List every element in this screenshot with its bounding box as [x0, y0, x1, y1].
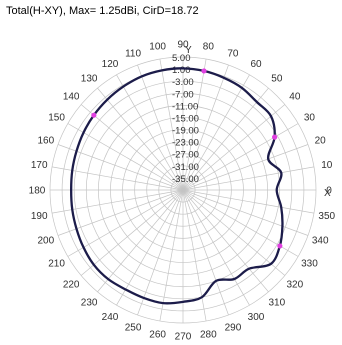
- radial-tick-label: -23.00: [172, 138, 199, 149]
- angle-label: 190: [31, 211, 48, 222]
- angle-label: 350: [318, 211, 335, 222]
- angle-label: 260: [149, 329, 166, 340]
- grid-spoke: [57, 189, 184, 236]
- grid-spoke: [57, 144, 184, 191]
- angle-label: 320: [286, 279, 303, 290]
- angle-label: 10: [321, 160, 333, 171]
- radial-tick-label: -15.00: [172, 113, 199, 124]
- grid-spoke: [80, 189, 184, 276]
- angle-label: 50: [271, 74, 283, 85]
- angle-label: 80: [203, 42, 215, 53]
- grid-spoke: [182, 189, 207, 322]
- angle-label: 160: [37, 136, 54, 147]
- angle-label: 280: [200, 329, 217, 340]
- angle-label: 30: [304, 113, 316, 124]
- angle-label: 230: [81, 297, 98, 308]
- angle-label: 140: [63, 92, 80, 103]
- angle-label: 90: [177, 40, 189, 51]
- angle-label: 0: [326, 186, 332, 197]
- angle-label: 220: [63, 279, 80, 290]
- radial-tick-label: 5.00: [172, 53, 191, 64]
- grid-spoke: [182, 189, 309, 236]
- grid-spoke: [137, 64, 184, 191]
- angle-label: 150: [48, 113, 65, 124]
- chart-title: Total(H-XY), Max= 1.25dBi, CirD=18.72: [6, 5, 199, 17]
- grid-spoke: [182, 189, 250, 306]
- angle-label: 200: [37, 235, 54, 246]
- trace-markers: [91, 68, 283, 249]
- radial-tick-label: -19.00: [172, 126, 199, 137]
- angle-label: 120: [102, 59, 119, 70]
- angle-label: 210: [48, 259, 65, 270]
- grid-spoke: [182, 189, 229, 316]
- angle-label: 290: [225, 323, 242, 334]
- angle-label: 310: [269, 297, 286, 308]
- grid-spoke: [182, 189, 315, 214]
- angle-label: 70: [227, 48, 239, 59]
- angle-label: 300: [248, 312, 265, 323]
- angle-label: 330: [301, 259, 318, 270]
- trace-marker: [91, 112, 97, 118]
- grid-spoke: [67, 189, 184, 257]
- grid-spoke: [182, 144, 309, 191]
- grid-spoke: [97, 189, 184, 293]
- trace-marker: [277, 243, 283, 249]
- angle-label: 130: [81, 74, 98, 85]
- polar-grid: [49, 56, 317, 324]
- trace-marker: [272, 134, 278, 140]
- angle-label: 170: [31, 160, 48, 171]
- angle-label: 180: [29, 186, 46, 197]
- grid-spoke: [182, 189, 286, 276]
- grid-spoke: [97, 87, 184, 191]
- trace-marker: [201, 68, 207, 74]
- radial-tick-label: -11.00: [172, 101, 198, 112]
- angle-label: 20: [315, 136, 327, 147]
- angle-label: 240: [102, 312, 119, 323]
- radial-tick-label: -3.00: [172, 77, 194, 88]
- grid-spoke: [159, 58, 184, 191]
- gain-trace: [70, 67, 284, 305]
- grid-spoke: [137, 189, 184, 316]
- angle-label: 100: [149, 42, 166, 53]
- grid-spoke: [51, 189, 184, 214]
- grid-spoke: [182, 166, 315, 191]
- angle-label: 250: [125, 323, 142, 334]
- x-axis-label: X: [324, 188, 331, 199]
- radial-tick-label: -7.00: [172, 89, 194, 100]
- grid-spoke: [182, 189, 269, 293]
- grid-spoke: [182, 58, 207, 191]
- grid-spoke: [116, 189, 184, 306]
- grid-spoke: [159, 189, 184, 322]
- angle-label: 110: [125, 48, 141, 59]
- radial-tick-label: -27.00: [172, 150, 199, 161]
- grid-spoke: [182, 123, 299, 191]
- grid-spoke: [182, 87, 269, 191]
- grid-spoke: [182, 64, 229, 191]
- radial-tick-label: -35.00: [172, 174, 199, 185]
- angle-label: 60: [250, 59, 262, 70]
- grid-spoke: [51, 166, 184, 191]
- y-axis-label: Y: [185, 45, 192, 56]
- grid-spoke: [116, 74, 184, 191]
- radial-tick-label: -31.00: [172, 162, 199, 173]
- grid-spoke: [80, 104, 184, 191]
- grid-spoke: [182, 104, 286, 191]
- angle-label: 340: [312, 235, 329, 246]
- angle-label: 40: [289, 92, 301, 103]
- radial-tick-labels: 5.001.00-3.00-7.00-11.00-15.00 -19.00-23.…: [172, 53, 199, 185]
- angle-label: 270: [175, 332, 192, 343]
- radial-tick-label: 1.00: [172, 65, 191, 76]
- grid-spoke: [182, 74, 250, 191]
- grid-spoke: [67, 123, 184, 191]
